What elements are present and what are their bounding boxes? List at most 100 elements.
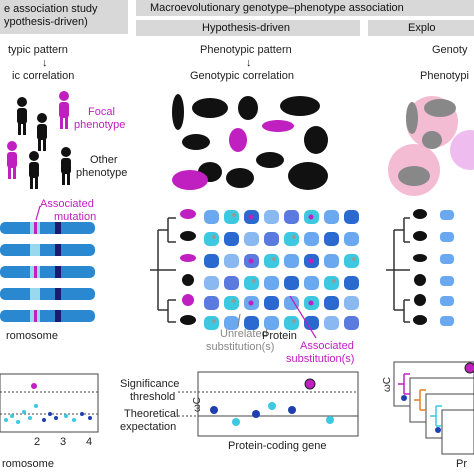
unrelated-substitution-marker xyxy=(352,257,356,261)
eagle-silhouette xyxy=(304,126,328,154)
header-hypothesis: Hypothesis-driven xyxy=(136,20,360,36)
manhattan-tick-3: 3 xyxy=(60,436,67,448)
person-icon xyxy=(17,97,27,135)
header-exploratory-label: Explo xyxy=(408,22,436,34)
deer-silhouette-gray xyxy=(422,131,442,149)
associated-pointer xyxy=(289,295,317,339)
protein-blob xyxy=(244,316,259,330)
protein-blob xyxy=(344,276,359,290)
human-silhouette-gray xyxy=(406,102,418,134)
swan-silhouette xyxy=(256,152,284,168)
middle-axis-label: Protein-coding gene xyxy=(228,440,327,452)
protein-blob xyxy=(324,316,339,330)
omega-point xyxy=(268,402,276,410)
chromosome-rows xyxy=(0,205,95,322)
manhattan-tick-2: 2 xyxy=(34,436,41,448)
person-icon xyxy=(29,151,39,189)
unrelated-pointer xyxy=(237,313,241,327)
omega-point xyxy=(232,418,240,426)
manhattan-top-hit xyxy=(31,383,37,389)
person-focal-icon xyxy=(59,91,69,129)
animal-silhouettes xyxy=(172,94,328,190)
omega-point-significant xyxy=(304,378,316,390)
unrelated-substitution-marker xyxy=(332,279,336,283)
header-hypothesis-label: Hypothesis-driven xyxy=(202,22,291,34)
right-phenotype: Phenotypi xyxy=(420,70,469,82)
protein-blob xyxy=(264,210,279,224)
protein-blob xyxy=(304,232,319,246)
significance-label-2: threshold xyxy=(130,391,176,403)
associated-sub-label-1: Associated xyxy=(300,340,354,352)
header-left: e association study ypothesis-driven) xyxy=(0,0,128,34)
unrelated-substitution-marker xyxy=(232,213,236,217)
left-correlation: ic correlation xyxy=(12,70,75,82)
protein-blob xyxy=(344,210,359,224)
omega-point xyxy=(252,410,260,418)
protein-blob xyxy=(204,232,219,246)
associated-sub-label-2: substitution(s) xyxy=(286,353,355,365)
protein-blob xyxy=(264,316,279,330)
middle-correlation: Genotypic correlation xyxy=(190,70,294,82)
manhattan-points xyxy=(4,404,92,424)
protein-blob xyxy=(224,276,239,290)
unrelated-substitution-marker xyxy=(292,235,296,239)
tip-dolphin-icon xyxy=(413,254,427,262)
protein-blob xyxy=(284,210,299,224)
left-arrow: ↓ xyxy=(42,57,48,69)
associated-substitution-marker xyxy=(308,258,314,264)
rabbit-silhouette xyxy=(238,96,258,120)
unrelated-substitution-marker xyxy=(252,279,256,283)
tip-deer-icon xyxy=(414,274,426,286)
protein-blob xyxy=(344,316,359,330)
associated-substitution-marker xyxy=(248,300,254,306)
tip-owl-icon xyxy=(414,294,426,306)
lion-silhouette-gray xyxy=(398,166,430,186)
middle-pattern: Phenotypic pattern xyxy=(200,44,292,56)
tip-swan-icon xyxy=(180,315,196,325)
chromosome xyxy=(0,244,95,256)
mutation-pointer xyxy=(35,205,41,221)
other-label-1: Other xyxy=(90,154,118,166)
protein-blob xyxy=(324,254,339,268)
camel-silhouette xyxy=(226,168,254,188)
header-macro: Macroevolutionary genotype–phenotype ass… xyxy=(136,0,474,16)
focal-label-2: phenotype xyxy=(74,119,126,131)
unrelated-label-1: Unrelated xyxy=(220,328,268,340)
protein-blob xyxy=(204,254,219,268)
associated-substitution-marker xyxy=(308,300,314,306)
tip-hamster-icon xyxy=(180,231,196,241)
phylo-tree-middle xyxy=(150,217,176,323)
tip-dolphin-icon xyxy=(180,254,196,262)
owl-silhouette xyxy=(229,128,247,152)
protein-blob xyxy=(244,232,259,246)
chromosome xyxy=(0,288,95,300)
people-group xyxy=(7,91,71,189)
tip-hamster-icon xyxy=(413,231,427,241)
protein-blob xyxy=(284,232,299,246)
protein-blob xyxy=(324,296,339,310)
protein-blob xyxy=(224,254,239,268)
protein-blob xyxy=(284,296,299,310)
theoretical-label-1: Theoretical xyxy=(124,408,179,420)
unrelated-label-2: substitution(s) xyxy=(206,341,275,353)
theoretical-label-2: expectation xyxy=(120,421,177,433)
unrelated-substitution-marker xyxy=(212,319,216,323)
tip-lion-icon xyxy=(413,209,427,219)
horse-silhouette-gray xyxy=(424,99,456,117)
tree-tip-animals xyxy=(180,209,196,325)
person-focal-icon xyxy=(7,141,17,179)
unrelated-substitution-marker xyxy=(272,257,276,261)
rhino-silhouette xyxy=(280,96,320,116)
tip-owl-icon xyxy=(182,294,194,306)
protein-blob xyxy=(324,232,339,246)
omega-point xyxy=(210,406,218,414)
left-pattern: typic pattern xyxy=(8,44,68,56)
protein-blob xyxy=(224,316,239,330)
protein-blob xyxy=(244,276,259,290)
omega-point xyxy=(326,416,334,424)
other-label-2: phenotype xyxy=(76,167,128,179)
protein-blob xyxy=(324,210,339,224)
human-silhouette xyxy=(172,94,184,130)
protein-blob xyxy=(344,296,359,310)
unrelated-substitution-marker xyxy=(232,299,236,303)
